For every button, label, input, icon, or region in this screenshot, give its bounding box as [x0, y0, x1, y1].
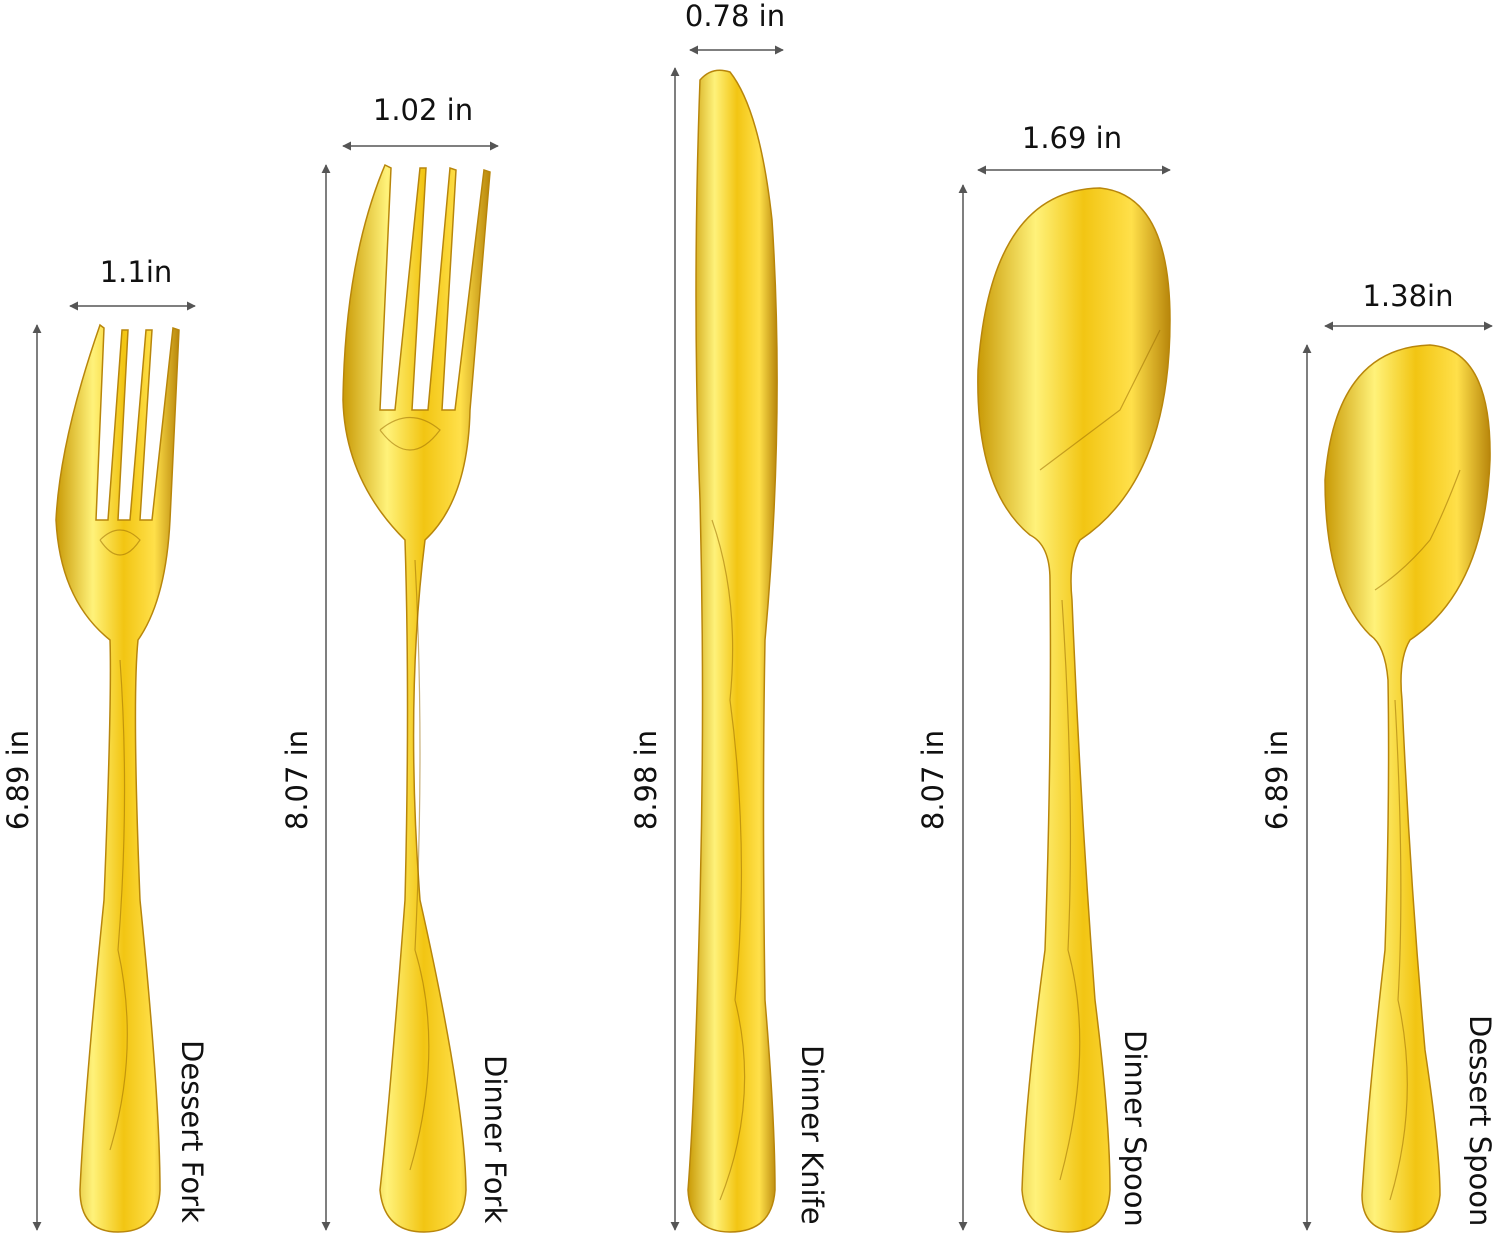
dinner-knife-length-label: 8.98 in — [629, 730, 663, 830]
dinner-fork-engraving — [379, 417, 441, 1171]
dinner-spoon-engraving — [1039, 329, 1161, 1181]
dinner-spoon-group: 1.69 in 8.07 in Dinner Spoon — [916, 121, 1171, 1233]
dinner-knife-width-label: 0.78 in — [685, 0, 785, 33]
dinner-spoon-image — [977, 187, 1171, 1233]
dessert-fork-group: 1.1in 6.89 in Dessert Fork — [1, 255, 209, 1233]
dessert-spoon-width-label: 1.38in — [1362, 279, 1453, 313]
dessert-fork-name: Dessert Fork — [175, 1040, 209, 1223]
dinner-fork-group: 1.02 in 8.07 in Dinner Fork — [280, 93, 512, 1233]
dinner-spoon-name: Dinner Spoon — [1118, 1030, 1152, 1227]
dessert-fork-engraving — [99, 529, 141, 1151]
dinner-fork-width-label: 1.02 in — [373, 93, 473, 127]
dessert-spoon-image — [1324, 344, 1491, 1233]
dessert-spoon-group: 1.38in 6.89 in Dessert Spoon — [1260, 279, 1497, 1233]
dinner-fork-length-label: 8.07 in — [280, 730, 314, 830]
dessert-spoon-length-label: 6.89 in — [1260, 730, 1294, 830]
dinner-knife-engraving — [711, 519, 746, 1201]
dinner-spoon-width-label: 1.69 in — [1022, 121, 1122, 155]
dessert-fork-length-label: 6.89 in — [1, 730, 35, 830]
dessert-fork-image — [55, 323, 180, 1233]
dinner-fork-image — [342, 163, 491, 1233]
dessert-spoon-name: Dessert Spoon — [1463, 1015, 1497, 1226]
dinner-knife-group: 0.78 in 8.98 in Dinner Knife — [629, 0, 829, 1233]
dinner-fork-name: Dinner Fork — [478, 1055, 512, 1223]
dinner-spoon-length-label: 8.07 in — [916, 730, 950, 830]
dessert-fork-width-label: 1.1in — [100, 255, 173, 289]
dessert-spoon-engraving — [1374, 469, 1461, 1201]
dinner-knife-name: Dinner Knife — [795, 1045, 829, 1225]
